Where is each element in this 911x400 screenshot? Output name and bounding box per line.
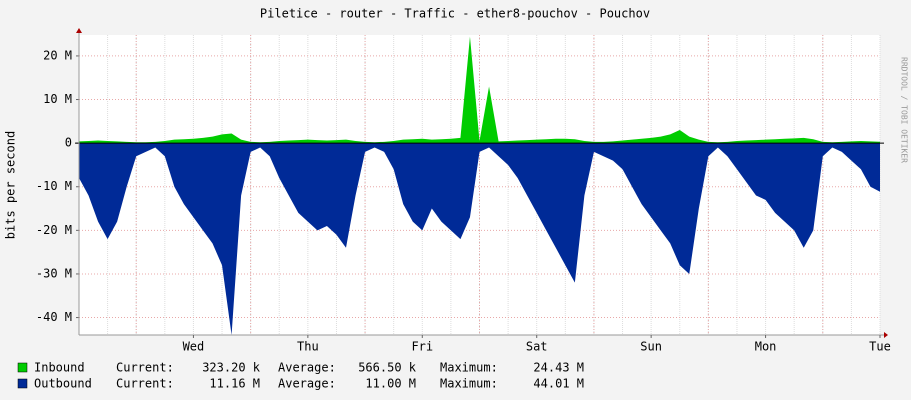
x-tick-label: Wed [183, 340, 205, 354]
y-tick-label: -10 M [36, 179, 72, 193]
legend-stat-label: Average: [278, 361, 336, 375]
legend-stat-label: Maximum: [440, 377, 498, 391]
x-tick-label: Thu [297, 340, 319, 354]
y-axis-arrow [76, 28, 82, 33]
legend-stat-value: 11.00 M [365, 377, 416, 391]
legend-stat-label: Current: [116, 377, 174, 391]
y-tick-label: -30 M [36, 266, 72, 280]
legend-label: Inbound [34, 361, 85, 375]
legend-stat-value: 24.43 M [533, 361, 584, 375]
legend-stat-label: Maximum: [440, 361, 498, 375]
watermark: RRDTOOL / TOBI OETIKER [900, 57, 909, 163]
legend-stat-value: 11.16 M [209, 377, 260, 391]
y-tick-label: -20 M [36, 223, 72, 237]
legend-stat-label: Current: [116, 361, 174, 375]
legend-stat-value: 323.20 k [202, 361, 261, 375]
y-tick-label: 0 [65, 136, 72, 150]
area [79, 143, 880, 336]
legend-stat-label: Average: [278, 377, 336, 391]
legend-stat-value: 44.01 M [533, 377, 584, 391]
legend-stat-value: 566.50 k [358, 361, 417, 375]
x-axis-arrow [884, 332, 888, 338]
legend-label: Outbound [34, 377, 92, 391]
x-tick-label: Sun [640, 340, 662, 354]
legend-swatch [17, 362, 28, 373]
y-tick-label: 10 M [43, 92, 72, 106]
x-tick-label: Tue [869, 340, 891, 354]
x-tick-label: Sat [526, 340, 548, 354]
y-tick-label: 20 M [43, 48, 72, 62]
chart-title: Piletice - router - Traffic - ether8-pou… [260, 7, 650, 21]
y-axis-label: bits per second [4, 131, 18, 239]
x-tick-label: Fri [411, 340, 433, 354]
y-tick-label: -40 M [36, 310, 72, 324]
legend-swatch [17, 378, 28, 389]
x-tick-label: Mon [755, 340, 777, 354]
